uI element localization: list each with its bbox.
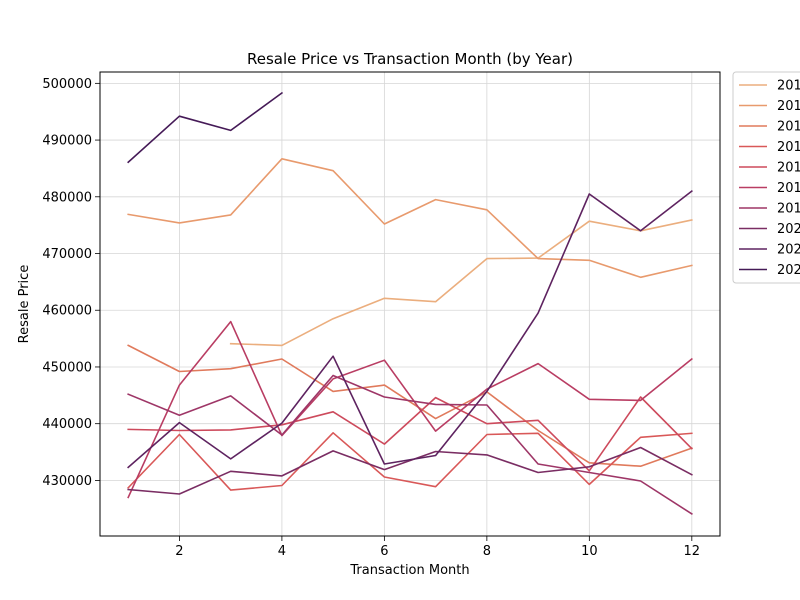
- x-tick-label: 2: [175, 544, 183, 559]
- y-tick-label: 500000: [42, 77, 92, 92]
- x-tick-label: 4: [278, 544, 286, 559]
- legend-label: 201: [777, 140, 800, 155]
- y-tick-label: 470000: [42, 247, 92, 262]
- series-line-2: [127, 158, 693, 279]
- legend-label: 201: [777, 99, 800, 114]
- grid: [100, 72, 720, 536]
- x-tick-label: 12: [684, 544, 701, 559]
- legend-label: 201: [777, 120, 800, 135]
- y-tick-label: 460000: [42, 304, 92, 319]
- series-line-7: [127, 374, 693, 516]
- plot-area: [100, 72, 720, 536]
- y-axis-title: Resale Price: [17, 265, 32, 344]
- series-line-9: [127, 189, 693, 469]
- legend-label: 201: [777, 181, 800, 196]
- series-line-10: [127, 91, 284, 164]
- y-tick-label: 490000: [42, 134, 92, 149]
- series-line-1: [229, 219, 693, 347]
- x-tick-label: 8: [483, 544, 491, 559]
- plot-frame: [99, 71, 721, 537]
- x-tick-label: 10: [581, 544, 598, 559]
- y-tick-label: 440000: [42, 417, 92, 432]
- x-axis: 2 4 6 8 10 12: [175, 536, 700, 559]
- legend: 201 201 201 201 201 201 201 202 202 202: [732, 71, 800, 284]
- y-tick-label: 450000: [42, 360, 92, 375]
- series-line-5: [127, 396, 693, 472]
- series-layer: [127, 91, 693, 516]
- x-tick-label: 6: [380, 544, 388, 559]
- x-axis-title: Transaction Month: [349, 563, 469, 578]
- y-tick-label: 480000: [42, 190, 92, 205]
- legend-label: 202: [777, 222, 800, 237]
- legend-label: 201: [777, 79, 800, 94]
- y-axis: 430000 440000 450000 460000 470000 480000 4900…: [42, 77, 100, 489]
- legend-label: 201: [777, 202, 800, 217]
- legend-frame: [732, 71, 800, 284]
- y-tick-label: 430000: [42, 474, 92, 489]
- chart-title: Resale Price vs Transaction Month (by Ye…: [247, 50, 573, 68]
- legend-label: 202: [777, 243, 800, 258]
- series-line-4: [127, 431, 693, 491]
- series-line-6: [127, 320, 693, 499]
- legend-label: 201: [777, 161, 800, 176]
- legend-label: 202: [777, 263, 800, 278]
